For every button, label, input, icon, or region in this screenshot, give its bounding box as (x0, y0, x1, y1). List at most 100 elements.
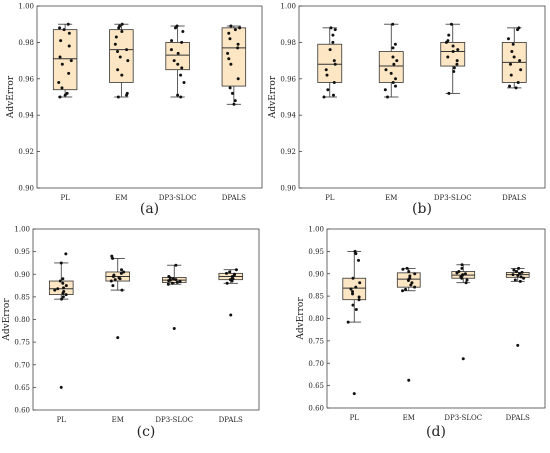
x-tick-label: DPALS (506, 414, 530, 422)
data-point (389, 71, 393, 75)
x-tick-label: PL (350, 414, 360, 422)
data-point (331, 40, 335, 44)
data-point (518, 59, 522, 63)
data-point (120, 29, 124, 33)
data-point (120, 73, 124, 77)
data-point (57, 80, 61, 84)
data-point (452, 70, 456, 74)
data-point (354, 285, 358, 289)
y-tick-label: 0.70 (14, 361, 30, 369)
data-point (410, 281, 414, 285)
y-tick-label: 0.92 (18, 148, 34, 156)
data-point (455, 59, 459, 63)
y-tick-label: 0.90 (308, 270, 324, 278)
outlier-point (59, 385, 63, 389)
data-point (182, 80, 186, 84)
data-point (181, 29, 185, 33)
data-point (67, 71, 71, 75)
chart-panel-2: 0.90 0.92 0.94 0.96 0.98 1.00 AdvError PL EM DP3-… (268, 3, 546, 217)
data-point (512, 268, 516, 272)
data-point (125, 48, 129, 52)
data-point (53, 288, 57, 292)
box-dpals: DPALS (501, 26, 527, 202)
data-point (231, 277, 235, 281)
y-tick-label: 0.85 (308, 293, 324, 301)
data-point (391, 46, 395, 50)
data-point (357, 298, 361, 302)
data-point (447, 91, 451, 95)
data-point (322, 95, 326, 99)
data-point (59, 39, 63, 43)
data-point (331, 33, 335, 37)
data-point (351, 292, 355, 296)
data-point (451, 50, 455, 53)
y-tick-label: 0.60 (308, 405, 324, 413)
data-point (325, 73, 329, 77)
box-dp3-sloc: DP3-SLOC (434, 22, 472, 202)
data-point (452, 66, 456, 70)
y-tick-label: 0.85 (14, 293, 30, 301)
data-point (460, 276, 464, 280)
data-point (60, 86, 64, 90)
data-point (511, 273, 515, 277)
data-point (172, 59, 176, 63)
data-point (333, 28, 337, 32)
data-point (120, 268, 124, 272)
x-tick-label: DPALS (502, 194, 526, 202)
data-point (59, 261, 63, 265)
x-tick-label: DP3-SLOC (434, 194, 472, 202)
data-point (328, 48, 332, 52)
box-pl: PL (317, 26, 343, 202)
x-tick-label: EM (115, 194, 127, 202)
data-point (60, 297, 64, 301)
data-point (116, 50, 120, 53)
data-point (230, 91, 234, 95)
data-point (447, 33, 451, 37)
data-point (519, 68, 523, 72)
data-point (329, 26, 333, 30)
data-point (175, 280, 179, 284)
data-point (120, 288, 124, 292)
data-point (324, 68, 328, 72)
panel-caption: (c) (137, 424, 156, 440)
outlier-point (461, 357, 465, 361)
data-point (508, 84, 512, 88)
y-tick-label: 0.98 (18, 39, 34, 47)
x-tick-label: PL (57, 416, 67, 424)
data-point (229, 24, 233, 28)
data-point (383, 88, 387, 92)
data-point (516, 274, 520, 278)
y-tick-label: 0.75 (308, 337, 324, 345)
box-dp3-sloc: DP3-SLOC (159, 24, 196, 202)
data-point (113, 42, 117, 46)
data-point (174, 278, 178, 282)
data-point (228, 86, 232, 90)
y-axis-label: AdvError (296, 297, 306, 341)
y-tick-label: 1.00 (18, 3, 34, 11)
data-point (409, 283, 413, 287)
y-tick-label: 0.90 (14, 271, 30, 279)
x-tick-label: DPALS (219, 416, 243, 424)
data-point (509, 73, 513, 77)
panel-caption: (d) (426, 424, 446, 440)
data-point (516, 80, 520, 84)
data-point (392, 62, 396, 66)
box-iqr (221, 27, 247, 87)
data-point (225, 281, 229, 285)
outlier-point (407, 378, 411, 382)
data-point (456, 48, 460, 52)
data-point (64, 284, 68, 288)
data-point (519, 275, 523, 279)
data-point (518, 279, 522, 283)
data-point (236, 77, 240, 81)
data-point (349, 287, 353, 291)
box-dpals: DPALS (218, 268, 243, 424)
data-point (463, 272, 467, 276)
outlier-point (229, 313, 233, 317)
data-point (236, 42, 240, 46)
box-em: EM (396, 266, 421, 422)
y-tick-label: 0.65 (14, 384, 30, 392)
data-point (171, 277, 175, 281)
y-axis-label: AdvError (268, 75, 278, 119)
